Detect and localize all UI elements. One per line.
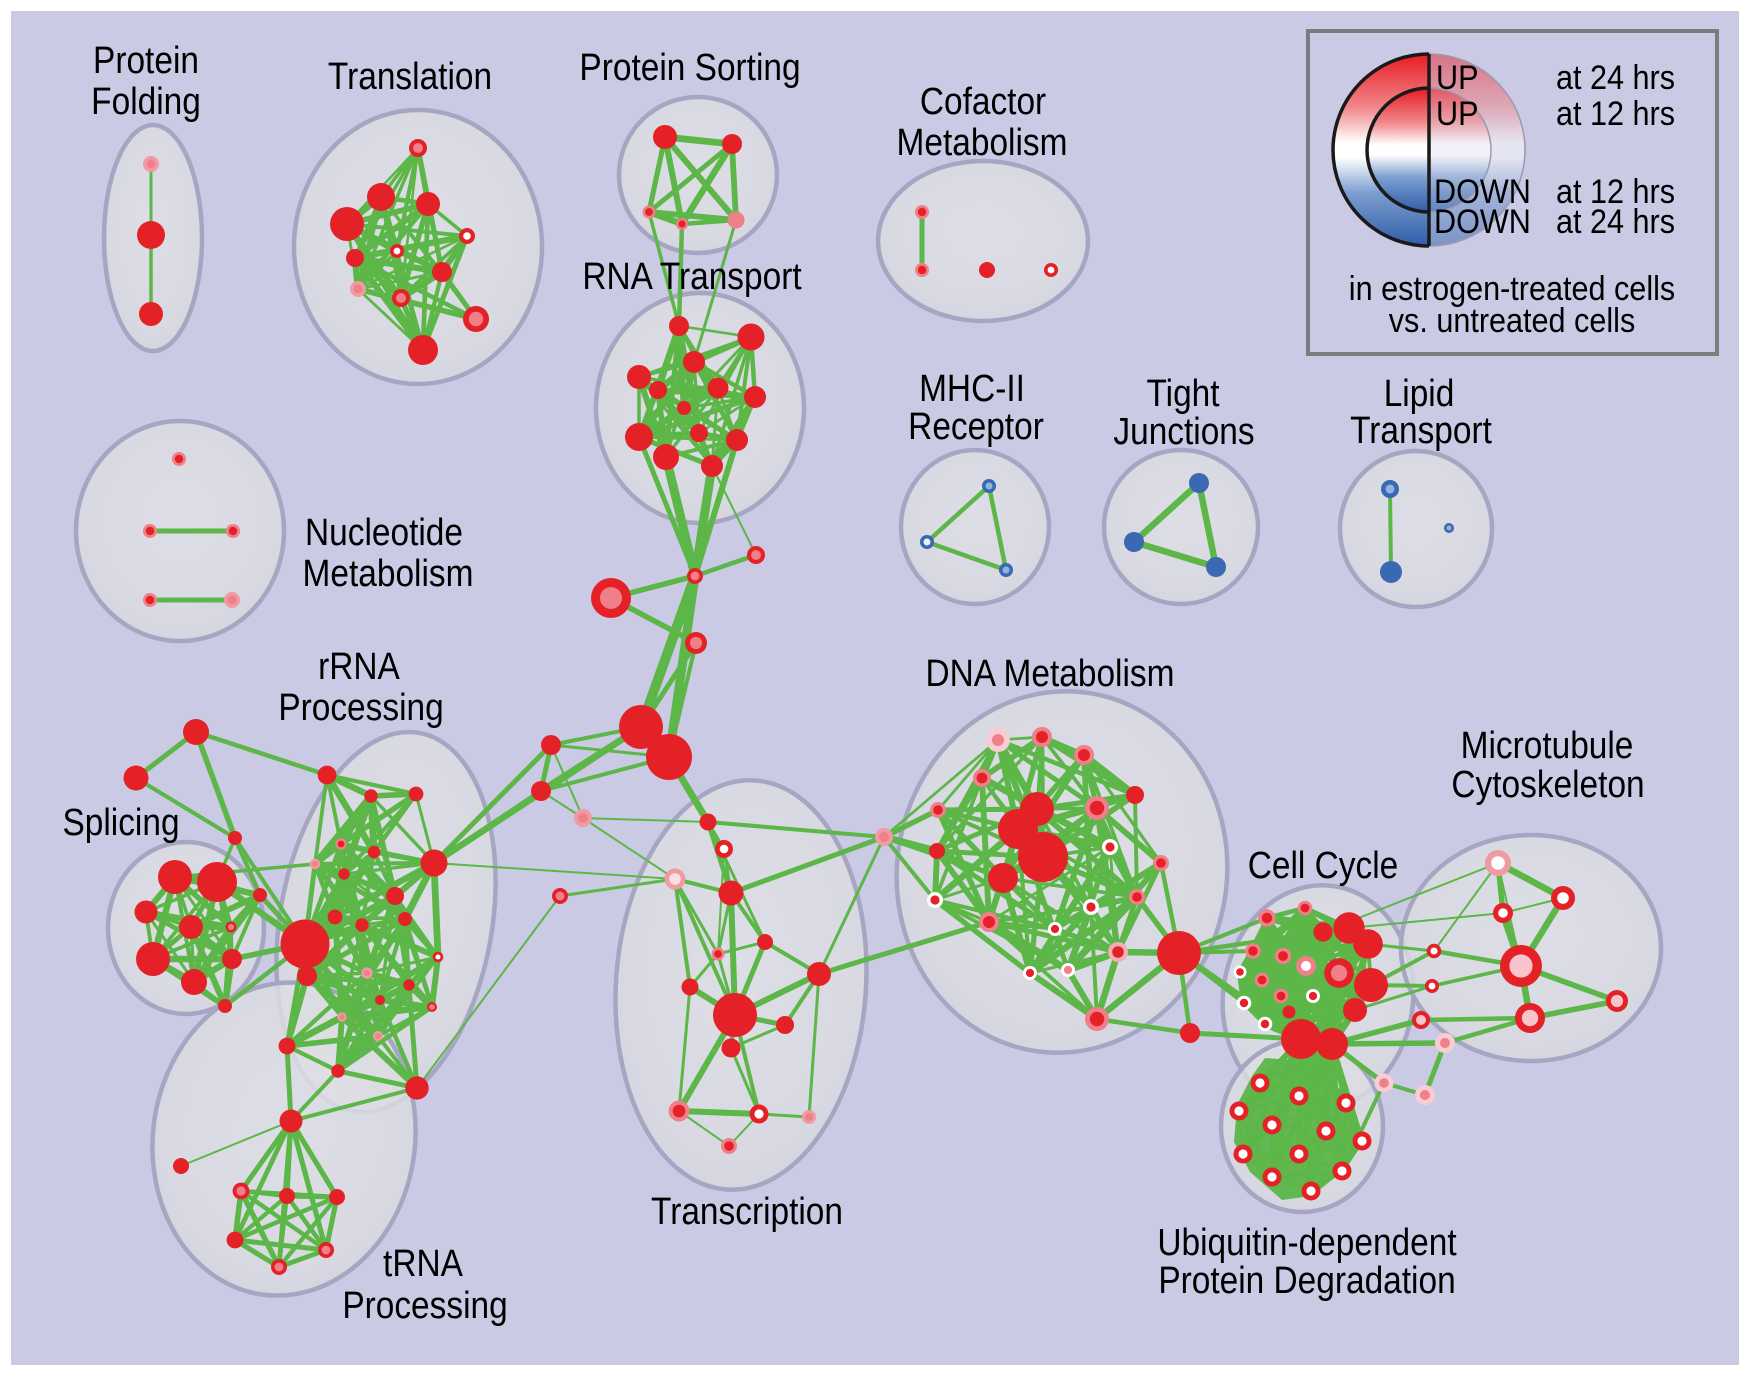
svg-text:Protein: Protein: [93, 39, 199, 81]
svg-text:Ubiquitin-dependent: Ubiquitin-dependent: [1157, 1221, 1456, 1263]
svg-text:DNA Metabolism: DNA Metabolism: [926, 652, 1175, 694]
svg-text:Cell Cycle: Cell Cycle: [1248, 844, 1398, 886]
svg-text:Transport: Transport: [1350, 409, 1492, 451]
svg-text:Metabolism: Metabolism: [897, 121, 1068, 163]
svg-text:at 12 hrs: at 12 hrs: [1556, 173, 1675, 211]
svg-text:vs. untreated cells: vs. untreated cells: [1389, 302, 1636, 340]
svg-text:Microtubule: Microtubule: [1461, 724, 1634, 766]
svg-text:at 24 hrs: at 24 hrs: [1556, 203, 1675, 241]
svg-text:tRNA: tRNA: [383, 1242, 463, 1284]
svg-text:Cofactor: Cofactor: [920, 80, 1046, 122]
svg-text:Lipid: Lipid: [1384, 372, 1455, 414]
svg-text:Splicing: Splicing: [62, 801, 179, 843]
svg-text:DOWN: DOWN: [1434, 173, 1531, 211]
svg-text:Processing: Processing: [278, 686, 443, 728]
svg-text:Nucleotide: Nucleotide: [305, 511, 463, 553]
svg-text:RNA Transport: RNA Transport: [582, 255, 801, 297]
svg-text:Receptor: Receptor: [908, 405, 1044, 447]
svg-text:Metabolism: Metabolism: [303, 552, 474, 594]
svg-text:Junctions: Junctions: [1113, 410, 1254, 452]
svg-text:Translation: Translation: [328, 55, 492, 97]
svg-text:Processing: Processing: [342, 1284, 507, 1326]
svg-text:Folding: Folding: [91, 80, 201, 122]
svg-text:UP: UP: [1436, 59, 1478, 97]
svg-text:DOWN: DOWN: [1434, 203, 1531, 241]
svg-text:in estrogen-treated cells: in estrogen-treated cells: [1349, 270, 1675, 308]
svg-text:Tight: Tight: [1146, 372, 1219, 414]
svg-text:UP: UP: [1436, 95, 1478, 133]
svg-text:Cytoskeleton: Cytoskeleton: [1451, 763, 1644, 805]
svg-text:Protein Sorting: Protein Sorting: [579, 46, 800, 88]
svg-text:rRNA: rRNA: [318, 645, 400, 687]
svg-text:at 24 hrs: at 24 hrs: [1556, 59, 1675, 97]
svg-text:Transcription: Transcription: [651, 1190, 843, 1232]
svg-text:at 12 hrs: at 12 hrs: [1556, 95, 1675, 133]
svg-text:MHC-II: MHC-II: [919, 367, 1025, 409]
svg-text:Protein Degradation: Protein Degradation: [1158, 1259, 1455, 1301]
